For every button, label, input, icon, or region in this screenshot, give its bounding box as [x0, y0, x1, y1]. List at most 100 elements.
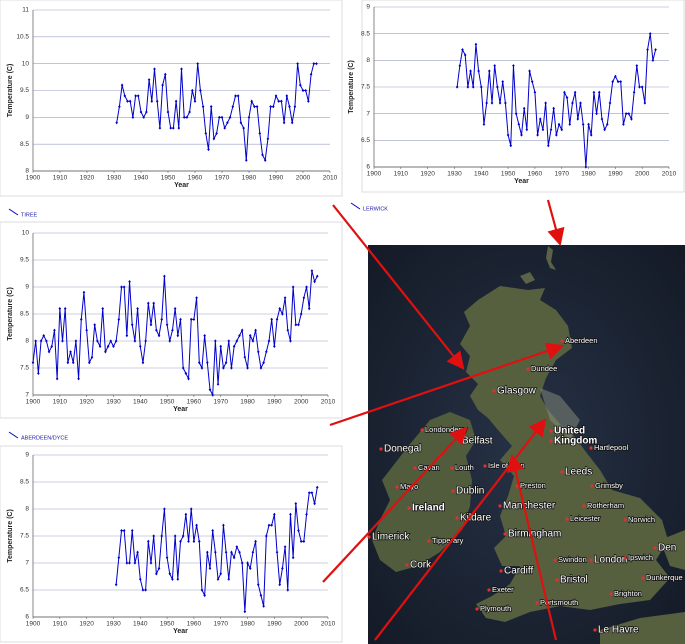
point: [608, 101, 612, 105]
x-tick-label: 1950: [160, 621, 175, 628]
point: [307, 99, 310, 103]
x-tick-label: 1920: [79, 621, 94, 628]
y-tick-label: 7: [25, 392, 29, 399]
x-tick-label: 1990: [608, 171, 623, 178]
map-label: Den: [658, 543, 676, 554]
point: [528, 69, 531, 73]
point: [163, 274, 166, 278]
map-label: Glasgow: [497, 386, 537, 397]
arrow: [507, 453, 558, 641]
point: [208, 566, 212, 570]
map-label: United: [554, 426, 585, 437]
point: [171, 328, 174, 332]
point: [555, 133, 558, 137]
x-tick-label: 2000: [294, 621, 309, 628]
point: [222, 523, 225, 527]
y-axis-label: Temperature (C): [7, 509, 14, 563]
point: [302, 539, 306, 543]
point: [493, 64, 496, 68]
point: [305, 285, 308, 289]
point: [203, 334, 206, 338]
point: [270, 523, 273, 527]
point: [643, 101, 647, 105]
point: [272, 105, 275, 109]
map-label: Dundee: [531, 364, 557, 373]
point: [189, 317, 193, 321]
point: [251, 550, 255, 554]
map-label: Grimsby: [595, 481, 623, 490]
point: [648, 32, 652, 36]
x-tick-label: 1910: [53, 399, 68, 406]
map-label: Ireland: [412, 503, 445, 514]
point: [254, 539, 257, 543]
map-dot: [623, 556, 627, 560]
point: [206, 361, 209, 365]
map-label: Norwich: [628, 515, 655, 524]
point: [150, 99, 154, 103]
point: [616, 80, 620, 84]
x-tick-label: 1930: [447, 171, 462, 178]
point: [611, 80, 614, 84]
x-tick-label: 1960: [187, 621, 202, 628]
point: [216, 577, 220, 581]
map-dot: [427, 539, 431, 543]
point: [278, 583, 282, 587]
y-tick-label: 7: [25, 560, 29, 567]
point: [138, 344, 142, 348]
point: [530, 80, 534, 84]
point: [261, 153, 264, 157]
map-dot: [413, 466, 417, 470]
x-tick-label: 1980: [240, 399, 255, 406]
point: [603, 128, 606, 132]
point: [214, 550, 217, 554]
point: [125, 334, 129, 338]
point: [179, 539, 182, 543]
arrow: [332, 204, 465, 370]
point: [106, 344, 110, 348]
point: [189, 507, 193, 511]
point: [152, 534, 155, 538]
point: [651, 58, 655, 62]
point: [79, 317, 83, 321]
legend-label: ABERDEEN/DYCE: [21, 435, 68, 441]
x-tick-label: 1980: [240, 621, 255, 628]
point: [208, 388, 212, 392]
point: [312, 62, 316, 66]
x-tick-label: 1990: [267, 399, 282, 406]
point: [147, 78, 151, 82]
point: [149, 323, 153, 327]
point: [251, 339, 255, 343]
point: [200, 366, 204, 370]
y-tick-label: 8: [25, 168, 29, 175]
point: [581, 122, 585, 126]
point: [477, 69, 480, 73]
point: [299, 539, 303, 543]
point: [232, 344, 236, 348]
point: [288, 105, 291, 109]
point: [137, 94, 140, 98]
point: [147, 301, 150, 305]
map-dot: [450, 466, 454, 470]
point: [256, 583, 260, 587]
point: [622, 122, 625, 126]
map-dot: [609, 592, 613, 596]
point: [614, 74, 617, 78]
point: [592, 90, 596, 94]
point: [176, 577, 180, 581]
y-tick-label: 7.5: [361, 84, 370, 91]
point: [307, 491, 311, 495]
panel: [0, 445, 343, 643]
point: [172, 126, 175, 130]
x-tick-label: 1920: [420, 171, 435, 178]
map-cloud: [540, 388, 580, 440]
point: [630, 117, 633, 121]
point: [77, 377, 80, 381]
point: [504, 101, 507, 105]
map-dot: [623, 518, 627, 522]
point: [297, 323, 300, 327]
map-label: Le Havre: [598, 625, 639, 636]
point: [184, 371, 188, 375]
point: [120, 83, 124, 87]
point: [230, 550, 233, 554]
